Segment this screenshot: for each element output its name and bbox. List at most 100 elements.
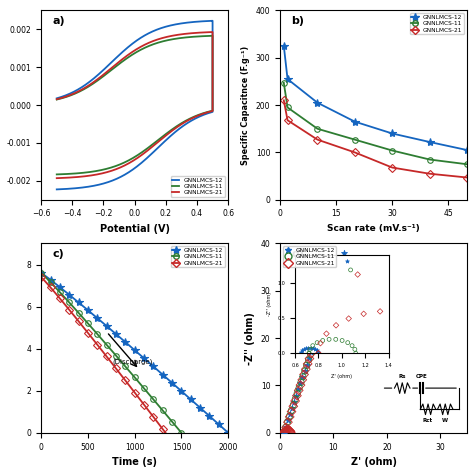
Point [288,407,295,414]
Point [283,426,291,434]
Point [287,428,294,436]
Point [316,324,323,331]
Point [297,379,304,387]
Point [331,278,339,285]
Text: d): d) [292,249,304,259]
Point [285,427,293,434]
Point [326,294,333,302]
Point [318,318,325,325]
Point [280,428,287,436]
Point [307,348,315,356]
Point [285,426,292,434]
Point [295,384,303,392]
Point [281,429,288,437]
Point [282,428,290,436]
Legend: GNNLMCS-12, GNNLMCS-11, GNNLMCS-21: GNNLMCS-12, GNNLMCS-11, GNNLMCS-21 [171,176,225,197]
Point [307,350,314,358]
Point [309,344,317,352]
Point [312,334,320,341]
Point [282,427,290,434]
Point [299,376,306,383]
Point [310,339,318,347]
Point [322,306,329,313]
Point [329,283,337,291]
Point [281,429,288,437]
Legend: GNNLMCS-12, GNNLMCS-11, GNNLMCS-21: GNNLMCS-12, GNNLMCS-11, GNNLMCS-21 [410,13,464,35]
Point [324,300,331,308]
Point [282,429,290,437]
Point [282,427,289,435]
Point [299,373,307,381]
Point [280,428,288,436]
Point [326,296,333,304]
Point [288,404,296,412]
Point [280,428,288,436]
Point [280,429,287,437]
Point [286,412,293,420]
Point [334,268,342,275]
Point [315,328,322,336]
Point [313,334,320,341]
Point [281,428,289,436]
Point [317,323,324,330]
Point [328,286,336,294]
Text: a): a) [53,16,65,26]
Point [295,387,302,394]
Y-axis label: -Z'' (ohm): -Z'' (ohm) [245,312,255,365]
Point [303,361,310,368]
Point [299,373,306,381]
X-axis label: Scan rate (mV.s⁻¹): Scan rate (mV.s⁻¹) [327,224,420,233]
Point [324,299,331,306]
Point [337,262,344,269]
Point [301,371,308,378]
Point [281,428,288,436]
Point [294,385,302,393]
Point [280,429,287,437]
Point [308,349,315,357]
Point [280,428,288,436]
Point [330,280,338,288]
Point [305,356,312,364]
Point [301,367,308,374]
Legend: GNNLMCS-12, GNNLMCS-11, GNNLMCS-21: GNNLMCS-12, GNNLMCS-11, GNNLMCS-21 [283,246,337,267]
Point [280,429,287,437]
X-axis label: Time (s): Time (s) [112,457,157,467]
Point [284,419,292,426]
Point [280,428,288,436]
Point [313,330,321,337]
Point [282,428,289,436]
X-axis label: Potential (V): Potential (V) [100,224,170,234]
Point [280,429,288,437]
Point [305,355,312,362]
Point [281,428,288,436]
Point [281,428,288,436]
Point [311,336,319,344]
Point [306,355,313,362]
Point [309,345,316,353]
Y-axis label: Specific Capacitnce (F.g⁻¹): Specific Capacitnce (F.g⁻¹) [241,46,250,165]
Point [286,410,293,418]
Text: (Discharge): (Discharge) [112,358,153,365]
Point [316,322,324,330]
Point [281,429,288,437]
Point [290,402,297,410]
Point [292,397,299,405]
Point [341,249,348,257]
Point [328,289,335,296]
Point [287,429,294,437]
Point [319,311,327,319]
Point [286,427,294,435]
Point [281,429,288,437]
Point [282,428,290,436]
Point [311,339,319,346]
Point [288,408,295,415]
Point [318,318,326,325]
Point [281,428,289,435]
Legend: GNNLMCS-12, GNNLMCS-11, GNNLMCS-21: GNNLMCS-12, GNNLMCS-11, GNNLMCS-21 [171,246,225,267]
Point [318,317,326,324]
Point [292,395,299,403]
Point [281,429,288,437]
Point [304,360,311,368]
Point [287,428,294,435]
Point [280,428,288,436]
